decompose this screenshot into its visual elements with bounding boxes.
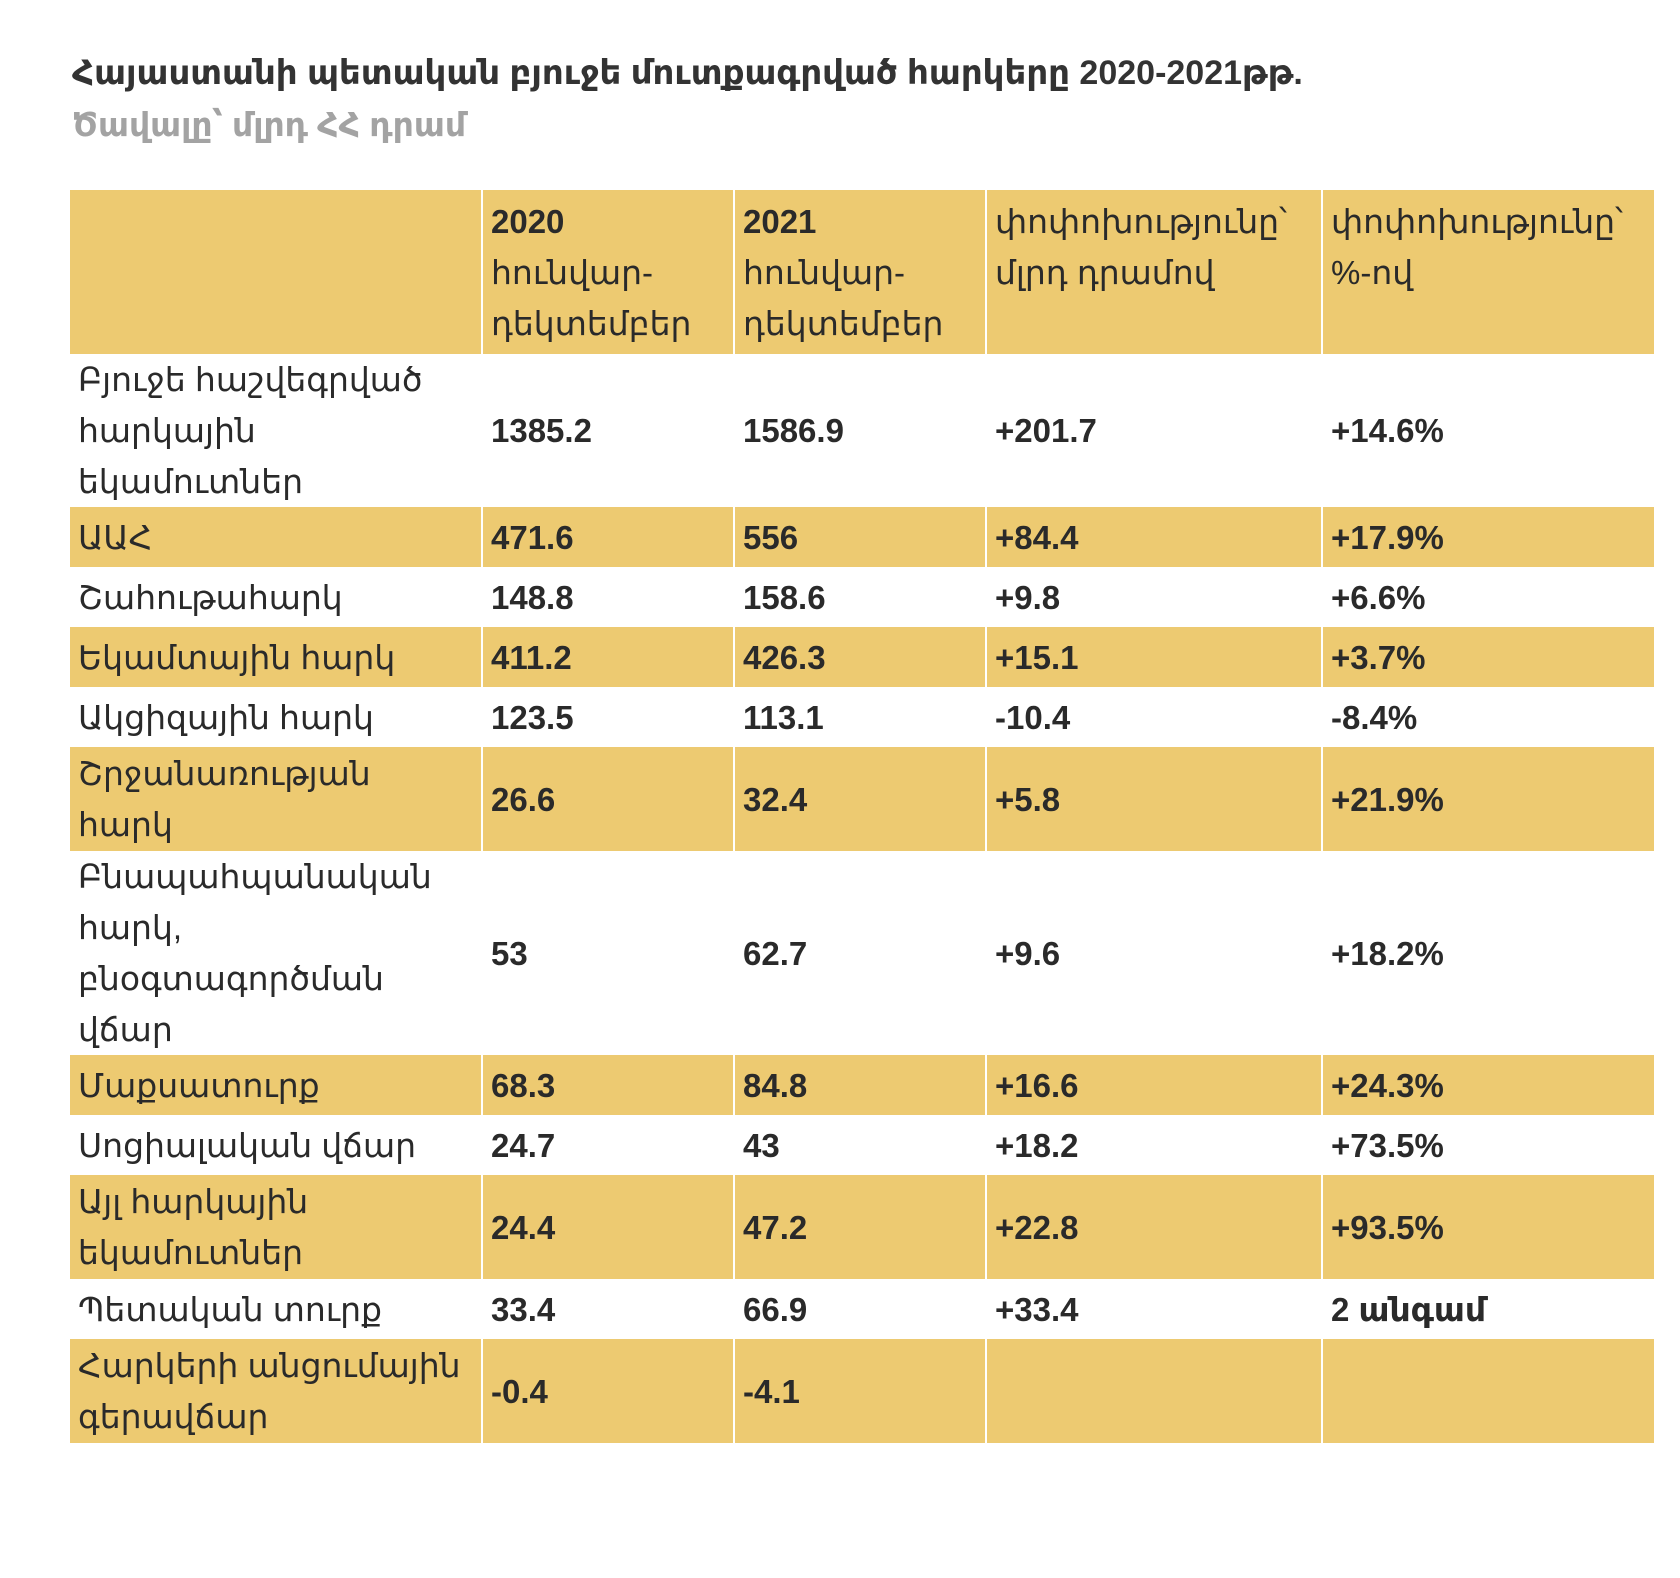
change-abs: +22.8 [985,1175,1322,1279]
row-label: Բյուջե հաշվեգրված հարկային եկամուտներ [78,361,423,500]
change-abs: +33.4 [985,1279,1322,1339]
table-row: Շրջանառության հարկ 26.6 32.4 +5.8 +21.9% [70,747,1654,851]
row-label: Եկամտային հարկ [70,627,482,687]
row-label: Շրջանառության հարկ [70,747,482,851]
value-2021: 1586.9 [733,354,986,507]
value-2020: 148.8 [481,567,734,627]
change-pct: +93.5% [1321,1175,1654,1279]
table-row: Պետական տուրք 33.4 66.9 +33.4 2 անգամ [70,1279,1654,1339]
value-2021: 84.8 [733,1055,986,1115]
table-row: Սոցիալական վճար 24.7 43 +18.2 +73.5% [70,1115,1654,1175]
table-body: Բյուջե հաշվեգրված հարկային եկամուտներ 138… [70,354,1654,1443]
value-2021: 62.7 [733,851,986,1055]
value-2021: -4.1 [733,1339,986,1443]
value-2020: 411.2 [481,627,734,687]
value-2021: 43 [733,1115,986,1175]
change-abs: +18.2 [985,1115,1322,1175]
change-pct: +21.9% [1321,747,1654,851]
value-2021: 66.9 [733,1279,986,1339]
table-row: Հարկերի անցումային գերավճար -0.4 -4.1 [70,1339,1654,1443]
value-2020: 24.7 [481,1115,734,1175]
value-2021: 426.3 [733,627,986,687]
row-label: Հարկերի անցումային գերավճար [70,1339,482,1443]
change-abs: +16.6 [985,1055,1322,1115]
change-pct: +18.2% [1321,851,1654,1055]
header-cell-label [70,190,482,354]
table-row: Մաքսատուրք 68.3 84.8 +16.6 +24.3% [70,1055,1654,1115]
figure: Հայաստանի պետական բյուջե մուտքագրված հար… [0,0,1680,150]
header-cell-change-abs: փոփոխությունը՝ մլրդ դրամով [985,190,1322,354]
value-2020: 471.6 [481,507,734,567]
row-label: Բնապահպանական հարկ, բնօգտագործման վճար [78,858,432,1048]
header-cell-2021: 2021 հունվար-դեկտեմբեր [733,190,986,354]
change-pct: -8.4% [1321,687,1654,747]
header-text: փոփոխությունը՝ %-ով [1331,203,1623,291]
header-cell-2020: 2020 հունվար-դեկտեմբեր [481,190,734,354]
change-abs: +5.8 [985,747,1322,851]
value-2020: 68.3 [481,1055,734,1115]
table-row: Բյուջե հաշվեգրված հարկային եկամուտներ 138… [70,354,1654,507]
row-label: Շահութահարկ [78,578,343,616]
change-pct [1321,1339,1654,1443]
table-row: Եկամտային հարկ 411.2 426.3 +15.1 +3.7% [70,627,1654,687]
table-row: Բնապահպանական հարկ, բնօգտագործման վճար 53… [70,851,1654,1055]
change-abs: +201.7 [985,354,1322,507]
value-2020: 53 [481,851,734,1055]
chart-subtitle: Ծավալը՝ մլրդ ՀՀ դրամ [72,106,467,143]
header-row: 2020 հունվար-դեկտեմբեր 2021 հունվար-դեկտ… [70,190,1654,354]
change-pct: 2 անգամ [1321,1279,1654,1339]
header-text: փոփոխությունը՝ մլրդ դրամով [995,203,1287,291]
header-year: 2020 [491,203,565,240]
change-abs: +15.1 [985,627,1322,687]
header-cell-change-pct: փոփոխությունը՝ %-ով [1321,190,1654,354]
change-pct: +17.9% [1321,507,1654,567]
change-pct: +14.6% [1321,354,1654,507]
tax-revenue-table: 2020 հունվար-դեկտեմբեր 2021 հունվար-դեկտ… [70,190,1654,1443]
value-2020: 26.6 [481,747,734,851]
change-abs: +9.6 [985,851,1322,1055]
value-2021: 158.6 [733,567,986,627]
value-2021: 47.2 [733,1175,986,1279]
row-label: ԱԱՀ [70,507,482,567]
change-pct: +6.6% [1321,567,1654,627]
table-row: Այլ հարկային եկամուտներ 24.4 47.2 +22.8 +93.… [70,1175,1654,1279]
table-row: Շահութահարկ 148.8 158.6 +9.8 +6.6% [70,567,1654,627]
change-abs [985,1339,1322,1443]
change-pct: +24.3% [1321,1055,1654,1115]
row-label: Ակցիզային հարկ [78,698,374,736]
chart-title: Հայաստանի պետական բյուջե մուտքագրված հար… [72,54,1303,92]
table-row: Ակցիզային հարկ 123.5 113.1 -10.4 -8.4% [70,687,1654,747]
change-abs: +9.8 [985,567,1322,627]
value-2020: 1385.2 [481,354,734,507]
row-label: Մաքսատուրք [70,1055,482,1115]
value-2020: -0.4 [481,1339,734,1443]
change-pct: +3.7% [1321,627,1654,687]
row-label: Այլ հարկային եկամուտներ [70,1175,482,1279]
header-year: 2021 [743,203,817,240]
value-2021: 113.1 [733,687,986,747]
row-label: Պետական տուրք [78,1290,383,1328]
value-2021: 556 [733,507,986,567]
change-abs: -10.4 [985,687,1322,747]
table-row: ԱԱՀ 471.6 556 +84.4 +17.9% [70,507,1654,567]
value-2020: 33.4 [481,1279,734,1339]
value-2020: 24.4 [481,1175,734,1279]
header-text: հունվար-դեկտեմբեր [743,254,944,342]
change-pct: +73.5% [1321,1115,1654,1175]
header-text: հունվար-դեկտեմբեր [491,254,692,342]
change-abs: +84.4 [985,507,1322,567]
value-2020: 123.5 [481,687,734,747]
value-2021: 32.4 [733,747,986,851]
row-label: Սոցիալական վճար [78,1126,417,1164]
